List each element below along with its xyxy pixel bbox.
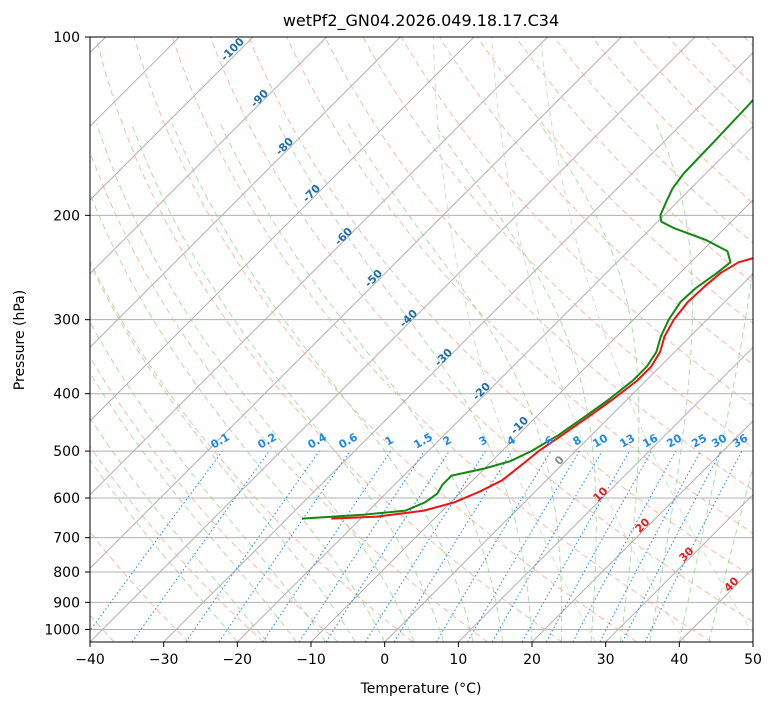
chart-title: wetPf2_GN04.2026.049.18.17.C34	[283, 11, 559, 31]
isotherm-line	[236, 125, 753, 642]
moist-adiabat-line	[347, 123, 563, 642]
x-tick-label: 50	[744, 652, 762, 668]
moist-adiabat-line	[90, 371, 297, 642]
dry-adiabat-line	[286, 37, 753, 534]
dry-adiabat-line	[171, 37, 712, 642]
y-tick-label: 1000	[44, 622, 80, 638]
isotherm-line	[605, 493, 753, 642]
moist-adiabat-line	[678, 263, 753, 642]
mixing-ratio-line	[521, 450, 630, 642]
dry-adiabat-line	[95, 37, 563, 642]
mixing-ratio-line	[131, 450, 270, 642]
moist-adiabat-line	[708, 465, 753, 642]
x-tick-label: −30	[149, 652, 179, 668]
x-tick-label: 10	[449, 652, 467, 668]
plot-frame	[89, 36, 754, 643]
dry-adiabat-line	[248, 37, 753, 578]
y-tick-label: 700	[53, 531, 80, 547]
dry-adiabat-line	[90, 356, 339, 642]
mixing-ratio-line	[90, 450, 223, 632]
x-axis-label: Temperature (°C)	[360, 681, 482, 697]
moist-adiabat-line	[539, 123, 640, 642]
isotherm-line	[90, 37, 696, 642]
dry-adiabat-line	[90, 445, 264, 642]
x-tick-label: −10	[296, 652, 326, 668]
moist-adiabat-line	[90, 262, 356, 642]
x-tick-label: −20	[223, 652, 253, 668]
isotherm-line	[90, 37, 401, 349]
moist-adiabat-line	[96, 123, 415, 642]
dry-adiabat-line	[324, 37, 753, 491]
mixing-ratio-line	[185, 450, 320, 642]
moist-adiabat-line	[90, 417, 268, 642]
mixing-ratio-line	[545, 450, 653, 642]
x-tick-label: 20	[523, 652, 541, 668]
moist-adiabat-line	[219, 123, 503, 642]
mixing-ratio-line	[325, 450, 450, 642]
isotherm-line	[384, 272, 753, 642]
moist-adiabat-line	[171, 123, 474, 642]
isotherm-line	[90, 37, 549, 496]
mixing-ratio-line	[644, 450, 743, 642]
dry-adiabat-line	[515, 37, 753, 284]
y-tick-label: 500	[53, 444, 80, 460]
dry-adiabat-line	[90, 259, 414, 642]
x-tick-label: 30	[597, 652, 615, 668]
dry-adiabat-line	[210, 37, 753, 623]
y-tick-label: 100	[53, 30, 80, 46]
y-tick-label: 400	[53, 387, 80, 403]
moist-adiabat-line	[277, 123, 533, 642]
isotherm-line	[163, 51, 753, 642]
y-tick-label: 300	[53, 313, 80, 329]
plot-area	[90, 37, 753, 642]
x-tick-label: 0	[380, 652, 389, 668]
dry-adiabat-line	[133, 37, 638, 642]
dewpoint-profile	[301, 98, 753, 520]
isopleth-line	[540, 37, 753, 634]
y-tick-label: 800	[53, 565, 80, 581]
isotherm-line	[457, 346, 753, 642]
isotherm-line	[90, 37, 475, 422]
mixing-ratio-line	[262, 450, 392, 642]
mixing-ratio-line	[572, 450, 677, 642]
isotherm-line	[752, 641, 753, 642]
isotherm-line	[90, 37, 328, 275]
y-tick-label: 200	[53, 208, 80, 224]
y-axis-label: Pressure (hPa)	[12, 290, 28, 390]
y-tick-label: 600	[53, 491, 80, 507]
mixing-ratio-line	[393, 450, 513, 642]
moist-adiabat-line	[90, 459, 238, 642]
moist-adiabat-line	[649, 123, 693, 642]
moist-adiabat-line	[131, 123, 445, 642]
isopleth-line	[433, 37, 597, 642]
isotherm-line	[90, 37, 254, 201]
temperature-profile	[331, 257, 753, 520]
y-tick-label: 900	[53, 595, 80, 611]
isotherm-line	[90, 37, 622, 570]
x-tick-label: −40	[75, 652, 105, 668]
x-tick-label: 40	[670, 652, 688, 668]
isotherm-line	[531, 420, 753, 642]
mixing-ratio-line	[298, 450, 425, 642]
mixing-ratio-line	[218, 450, 351, 642]
isopleth-line	[491, 37, 686, 642]
